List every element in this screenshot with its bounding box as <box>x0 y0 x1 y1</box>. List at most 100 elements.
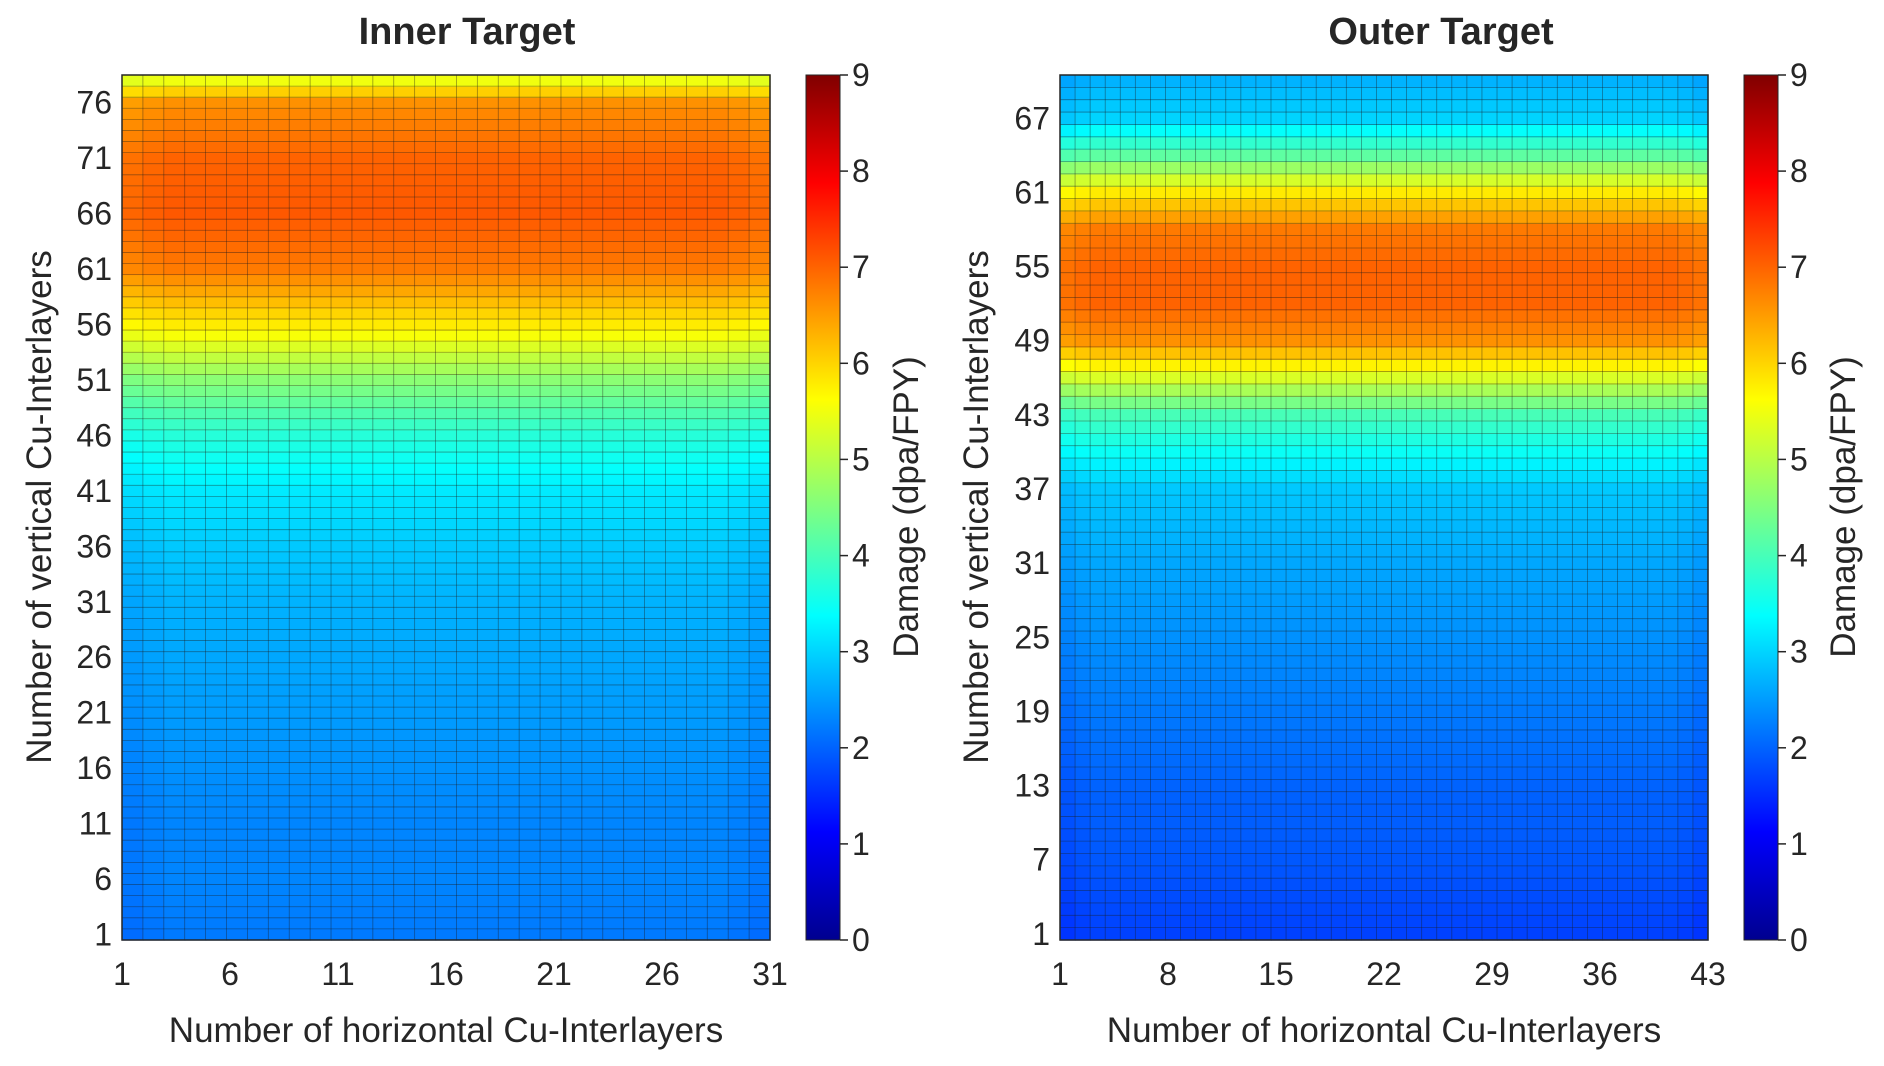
heatmap-cell <box>1466 507 1483 521</box>
heatmap-cell <box>414 75 437 87</box>
heatmap-cell <box>1647 742 1664 756</box>
heatmap-cell <box>1677 309 1694 323</box>
heatmap-cell <box>1225 927 1242 941</box>
heatmap-cell <box>393 917 416 930</box>
heatmap-cell <box>1512 458 1528 472</box>
heatmap-cell <box>1632 334 1649 348</box>
heatmap-cell <box>205 562 228 575</box>
heatmap-cell <box>560 562 583 575</box>
heatmap-cell <box>1527 433 1543 447</box>
heatmap-cell <box>728 917 750 930</box>
heatmap-cell <box>1150 804 1167 818</box>
heatmap-cell <box>1210 631 1227 645</box>
heatmap-cell <box>1557 878 1573 892</box>
heatmap-cell <box>602 152 625 165</box>
heatmap-cell <box>289 274 311 287</box>
heatmap-cell <box>665 230 687 242</box>
heatmap-cell <box>1090 371 1106 385</box>
heatmap-cell <box>686 851 708 863</box>
heatmap-cell <box>1135 927 1152 941</box>
heatmap-cell <box>1180 346 1197 360</box>
heatmap-cell <box>1060 890 1076 904</box>
heatmap-cell <box>540 862 562 875</box>
heatmap-cell <box>289 795 311 808</box>
heatmap-cell <box>1587 346 1604 360</box>
heatmap-cell <box>1391 396 1408 410</box>
heatmap-cell <box>560 696 583 708</box>
y-tick-label: 51 <box>76 362 112 398</box>
heatmap-cell <box>163 429 186 442</box>
heatmap-cell <box>1270 248 1287 261</box>
heatmap-cell <box>519 895 541 908</box>
heatmap-cell <box>247 640 269 653</box>
heatmap-cell <box>623 385 646 398</box>
heatmap-cell <box>351 684 374 697</box>
heatmap-cell <box>247 662 269 675</box>
heatmap-cell <box>1120 927 1136 941</box>
heatmap-cell <box>749 873 771 886</box>
heatmap-cell <box>184 363 207 376</box>
heatmap-cell <box>581 385 604 398</box>
heatmap-cell <box>1135 668 1152 682</box>
heatmap-cell <box>665 551 687 564</box>
heatmap-cell <box>289 740 311 753</box>
heatmap-cell <box>310 873 332 886</box>
heatmap-cell <box>1512 606 1528 620</box>
heatmap-cell <box>1195 285 1212 299</box>
heatmap-cell <box>1587 865 1604 879</box>
heatmap-cell <box>122 873 144 886</box>
heatmap-cell <box>477 784 499 797</box>
heatmap-cell <box>1316 594 1332 607</box>
heatmap-cell <box>142 440 165 453</box>
heatmap-cell <box>1677 668 1694 682</box>
heatmap-cell <box>435 352 458 364</box>
heatmap-cell <box>1512 655 1528 669</box>
heatmap-cell <box>351 208 374 220</box>
heatmap-cell <box>477 895 499 908</box>
heatmap-cell <box>435 784 458 797</box>
heatmap-cell <box>435 829 458 841</box>
heatmap-cell <box>1572 804 1589 818</box>
heatmap-cell <box>560 829 583 841</box>
heatmap-cell <box>560 607 583 619</box>
heatmap-cell <box>644 130 667 143</box>
heatmap-cell <box>1617 742 1634 756</box>
heatmap-cell <box>268 607 290 619</box>
heatmap-cell <box>1225 680 1242 694</box>
heatmap-cell <box>749 773 771 786</box>
heatmap-cell <box>1527 742 1543 756</box>
heatmap-cell <box>1572 828 1589 842</box>
heatmap-cell <box>623 740 646 753</box>
heatmap-cell <box>1391 631 1408 645</box>
heatmap-cell <box>435 707 458 719</box>
heatmap-cell <box>1060 569 1076 583</box>
heatmap-cell <box>1542 285 1558 299</box>
heatmap-cell <box>560 840 583 852</box>
heatmap-cell <box>289 729 311 741</box>
heatmap-cell <box>498 507 520 520</box>
heatmap-cell <box>1060 655 1076 669</box>
heatmap-cell <box>1180 507 1197 521</box>
heatmap-cell <box>1527 470 1543 484</box>
heatmap-cell <box>1572 297 1589 311</box>
heatmap-cell <box>1210 556 1227 570</box>
heatmap-cell <box>1617 581 1634 595</box>
heatmap-cell <box>226 219 249 231</box>
heatmap-cell <box>1120 668 1136 682</box>
heatmap-cell <box>351 895 374 908</box>
heatmap-cell <box>142 263 165 276</box>
heatmap-cell <box>749 119 771 132</box>
heatmap-cell <box>247 917 269 930</box>
heatmap-cell <box>1647 865 1664 879</box>
heatmap-cell <box>1466 272 1483 286</box>
heatmap-cell <box>623 696 646 708</box>
heatmap-cell <box>1527 729 1543 743</box>
heatmap-cell <box>540 795 562 808</box>
heatmap-cell <box>1301 507 1317 521</box>
heatmap-cell <box>1270 841 1287 855</box>
heatmap-cell <box>142 562 165 575</box>
heatmap-cell <box>1060 495 1076 509</box>
heatmap-cell <box>1150 915 1167 929</box>
colorbar-tick-label: 1 <box>852 826 870 862</box>
heatmap-cell <box>602 574 625 586</box>
